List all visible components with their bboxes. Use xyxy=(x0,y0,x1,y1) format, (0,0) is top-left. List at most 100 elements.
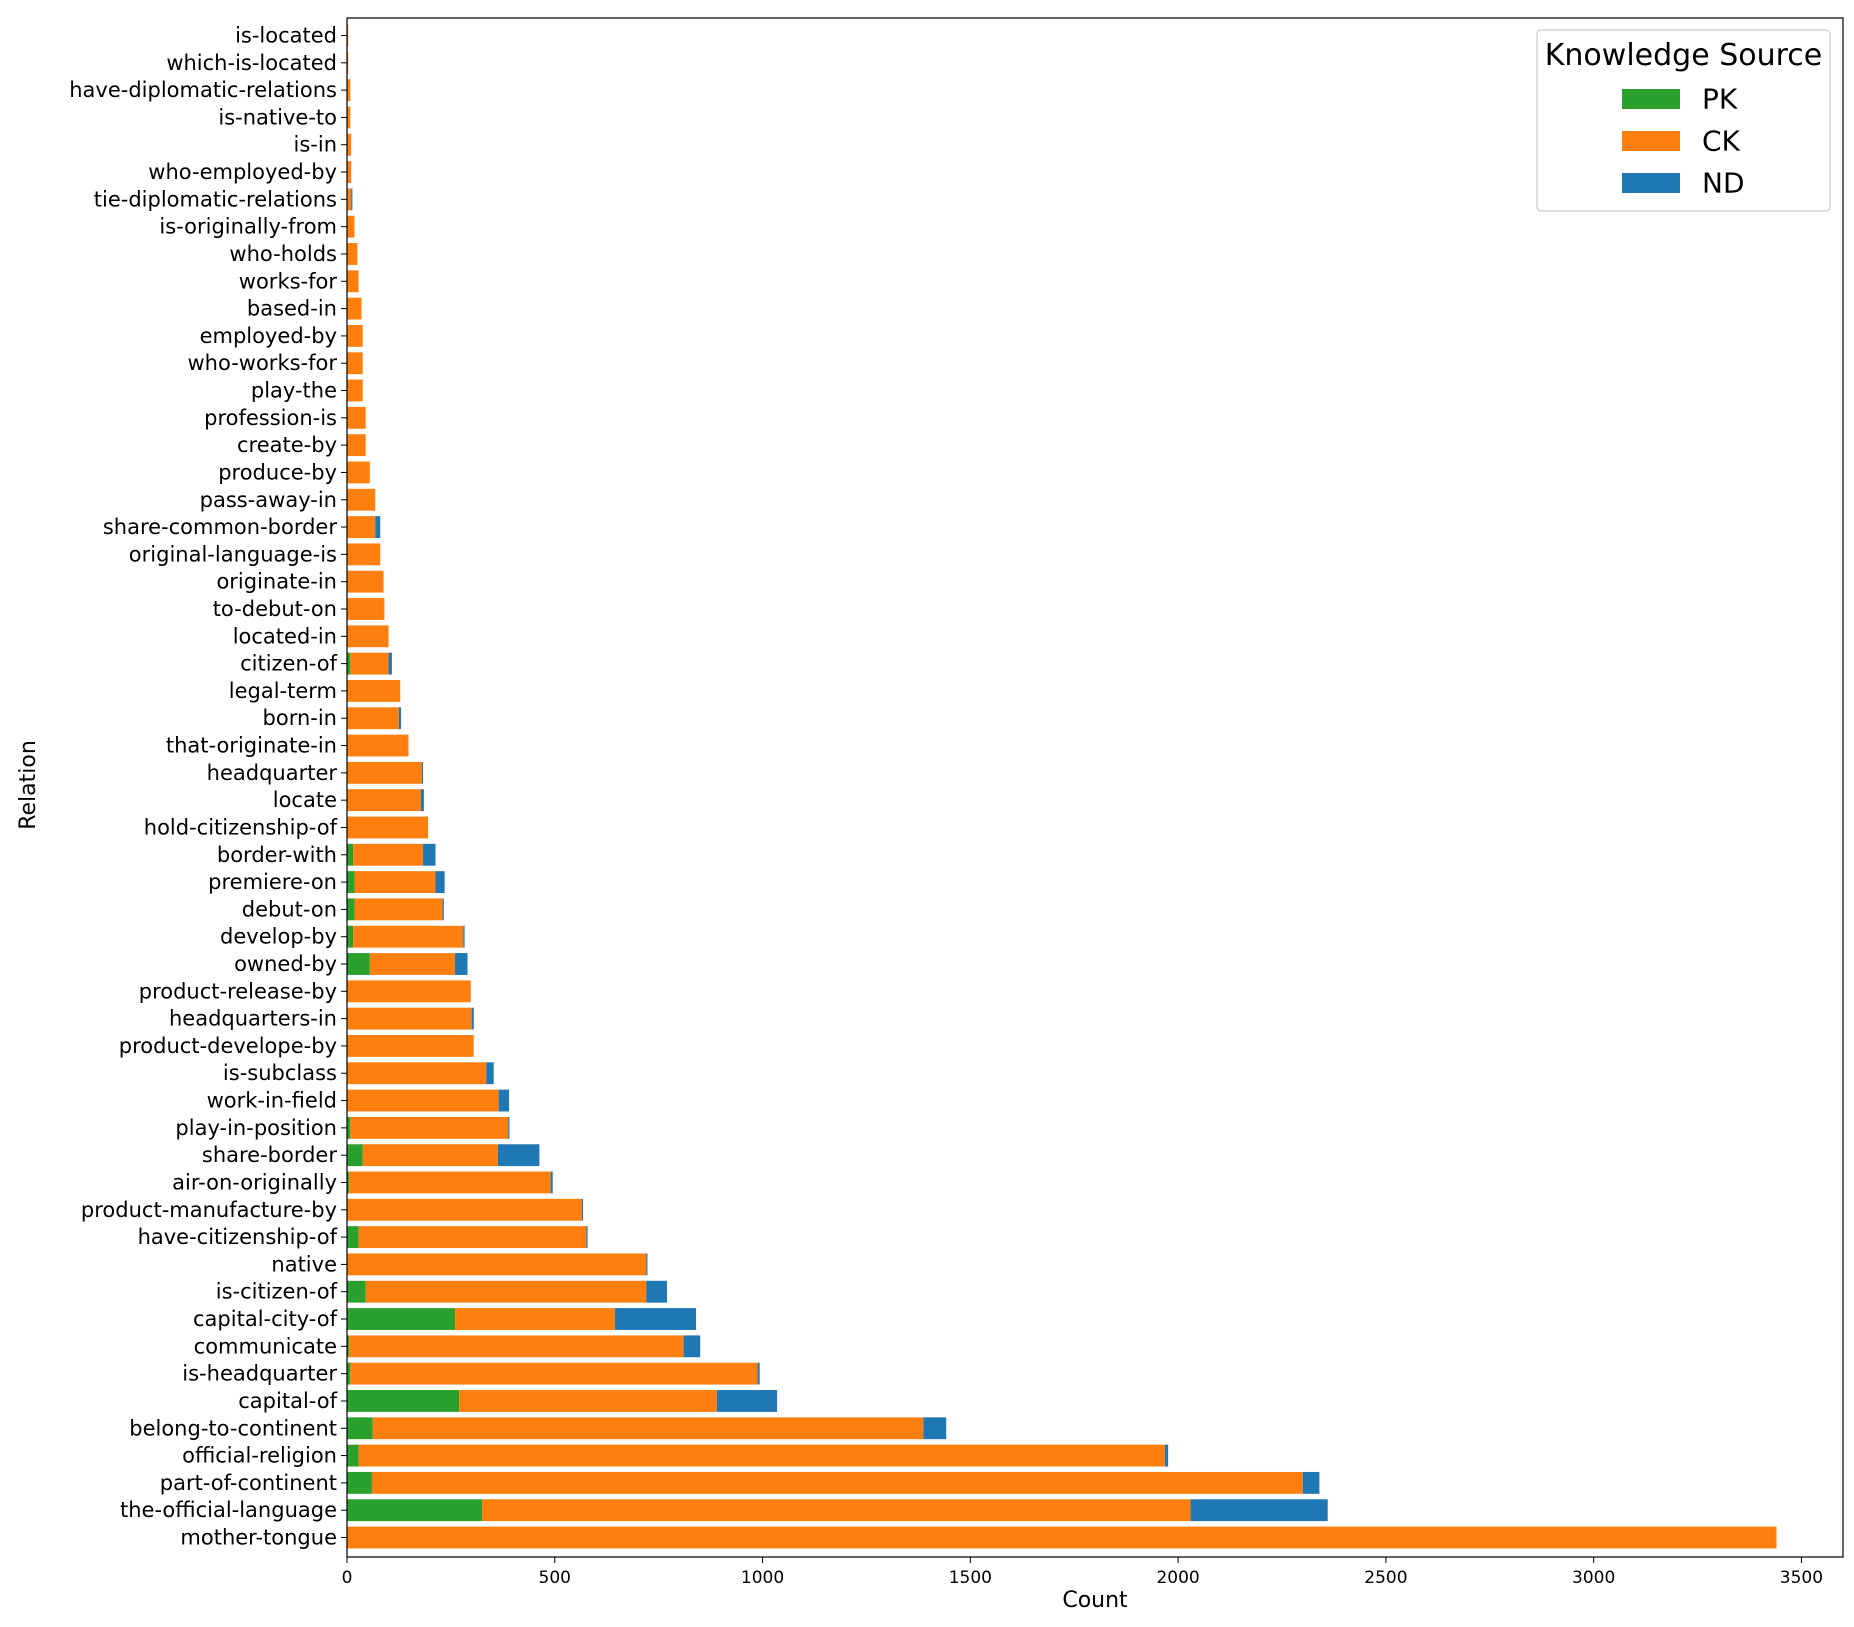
y-tick-label: communicate xyxy=(194,1334,337,1358)
bar-ck-native xyxy=(347,1253,647,1276)
y-tick-label: locate xyxy=(273,788,337,812)
bar-ck-belong-to-continent xyxy=(372,1417,924,1440)
bar-ck-hold-citizenship-of xyxy=(347,816,429,839)
bar-ck-is-located xyxy=(347,24,349,47)
y-tick-label: hold-citizenship-of xyxy=(144,815,338,839)
bar-pk-part-of-continent xyxy=(347,1471,372,1494)
legend-items: PK CK ND xyxy=(1622,83,1745,200)
bar-pk-have-citizenship-of xyxy=(347,1226,359,1249)
bar-ck-capital-of xyxy=(459,1390,717,1412)
bar-ck-product-develope-by xyxy=(347,1035,474,1057)
legend-title: Knowledge Source xyxy=(1545,38,1823,73)
bar-pk-share-border xyxy=(347,1144,363,1167)
x-tick-label: 500 xyxy=(539,1568,571,1588)
y-tick-label: is-headquarter xyxy=(182,1362,337,1386)
bar-pk-owned-by xyxy=(347,953,370,975)
y-tick-label: works-for xyxy=(239,269,338,293)
bar-ck-to-debut-on xyxy=(347,598,385,620)
y-tick-label: who-holds xyxy=(229,242,337,266)
bar-ck-product-release-by xyxy=(347,980,471,1003)
y-tick-label: play-in-position xyxy=(175,1116,337,1140)
bar-nd-belong-to-continent xyxy=(923,1417,947,1440)
bar-pk-citizen-of xyxy=(347,652,351,675)
y-tick-label: to-debut-on xyxy=(213,597,337,621)
bar-nd-part-of-continent xyxy=(1302,1471,1320,1494)
y-tick-label: product-develope-by xyxy=(119,1034,337,1058)
y-tick-label: develop-by xyxy=(220,925,337,949)
bar-pk-communicate xyxy=(347,1335,350,1358)
x-tick-label: 3500 xyxy=(1780,1568,1823,1588)
bar-ck-develop-by xyxy=(353,925,464,948)
bar-ck-locate xyxy=(347,789,421,812)
y-tick-label: original-language-is xyxy=(129,542,337,566)
y-tick-label: create-by xyxy=(237,433,337,457)
legend-box xyxy=(1536,29,1831,212)
y-tick-label: located-in xyxy=(233,624,337,648)
legend-label-nd: ND xyxy=(1702,167,1745,200)
bar-ck-official-religion xyxy=(358,1444,1165,1467)
y-tick-label: native xyxy=(271,1252,337,1276)
bar-nd-product-manufacture-by xyxy=(581,1198,584,1221)
y-tick-label: play-the xyxy=(251,379,337,403)
y-tick-label: share-common-border xyxy=(103,515,338,539)
bar-pk-air-on-originally xyxy=(347,1171,350,1194)
y-tick-label: legal-term xyxy=(229,679,337,703)
bar-ck-part-of-continent xyxy=(371,1471,1303,1494)
bar-ck-is-headquarter xyxy=(350,1362,758,1385)
legend-swatch-ck xyxy=(1622,131,1680,151)
bar-ck-owned-by xyxy=(369,953,456,975)
bar-ck-create-by xyxy=(347,434,366,457)
y-tick-label: border-with xyxy=(217,843,337,867)
y-tick-label: is-originally-from xyxy=(159,215,337,239)
y-tick-label: capital-of xyxy=(238,1389,337,1413)
x-tick-label: 2500 xyxy=(1364,1568,1407,1588)
bar-ck-communicate xyxy=(349,1335,684,1358)
y-tick-label: that-originate-in xyxy=(166,734,337,758)
bar-ck-based-in xyxy=(347,297,362,320)
bar-pk-official-religion xyxy=(347,1444,359,1467)
bar-pk-play-in-position xyxy=(347,1116,351,1139)
bar-ck-premiere-on xyxy=(354,871,436,894)
bar-nd-born-in xyxy=(398,707,402,730)
bar-ck-the-official-language xyxy=(482,1499,1191,1522)
bar-nd-citizen-of xyxy=(388,652,392,675)
bar-ck-have-citizenship-of xyxy=(358,1226,587,1249)
y-tick-label: mother-tongue xyxy=(180,1526,337,1550)
y-tick-label: is-subclass xyxy=(223,1061,337,1085)
y-tick-label: headquarter xyxy=(207,761,338,785)
bar-pk-belong-to-continent xyxy=(347,1417,373,1440)
bar-pk-is-headquarter xyxy=(347,1362,351,1385)
y-tick-label: capital-city-of xyxy=(193,1307,338,1331)
y-tick-label: the-official-language xyxy=(120,1498,337,1522)
bar-ck-born-in xyxy=(347,707,399,730)
y-tick-label: who-works-for xyxy=(187,351,337,375)
y-tick-label: share-border xyxy=(202,1143,337,1167)
y-tick-label: work-in-field xyxy=(207,1089,337,1113)
bar-ck-who-holds xyxy=(347,243,358,265)
bar-pk-border-with xyxy=(347,843,354,866)
bar-nd-is-citizen-of xyxy=(646,1280,667,1303)
y-tick-label: premiere-on xyxy=(208,870,337,894)
bar-ck-share-common-border xyxy=(347,516,376,538)
y-tick-label: produce-by xyxy=(218,460,337,484)
bar-ck-employed-by xyxy=(347,324,363,347)
y-tick-label: have-diplomatic-relations xyxy=(69,78,337,102)
bar-ck-debut-on xyxy=(354,898,443,921)
bar-ck-who-works-for xyxy=(347,352,363,375)
bar-pk-develop-by xyxy=(347,925,354,948)
bar-ck-play-in-position xyxy=(350,1116,509,1139)
bar-ck-pass-away-in xyxy=(347,488,376,511)
bar-ck-tie-diplomatic-relations xyxy=(347,188,352,211)
bar-nd-share-border xyxy=(497,1144,540,1167)
x-tick-label: 2000 xyxy=(1156,1568,1199,1588)
bar-ck-is-originally-from xyxy=(347,215,355,238)
legend-swatch-pk xyxy=(1622,89,1680,109)
bar-ck-original-language-is xyxy=(347,543,381,566)
x-tick-labels: 0 500 1000 1500 2000 2500 3000 3500 xyxy=(342,1557,1823,1588)
plot-frame xyxy=(346,17,1844,1558)
legend-swatch-nd xyxy=(1622,173,1680,193)
bar-nd-is-headquarter xyxy=(757,1362,760,1385)
bar-nd-is-subclass xyxy=(486,1062,494,1085)
y-tick-label: which-is-located xyxy=(166,51,337,75)
